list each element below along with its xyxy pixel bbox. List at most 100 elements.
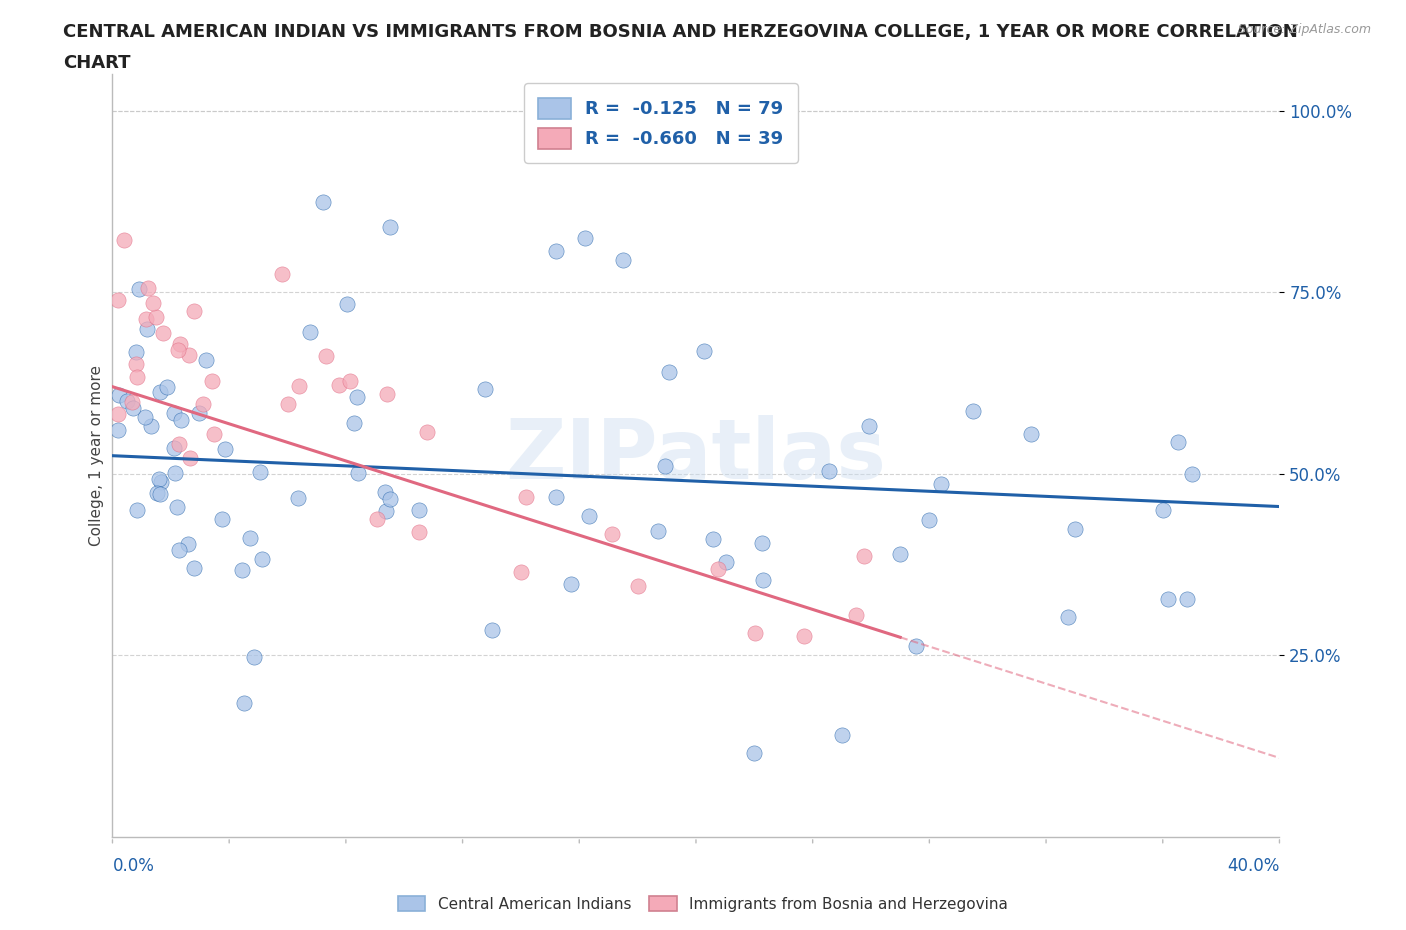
Point	[183, 304, 205, 319]
Point	[135, 311, 157, 325]
Point	[574, 231, 596, 246]
Point	[239, 531, 262, 546]
Point	[1167, 435, 1189, 450]
Point	[1181, 467, 1204, 482]
Point	[167, 437, 190, 452]
Point	[1021, 427, 1043, 442]
Point	[375, 387, 398, 402]
Point	[149, 487, 172, 502]
Point	[831, 728, 853, 743]
Point	[1157, 591, 1180, 606]
Point	[139, 419, 162, 434]
Point	[560, 577, 582, 591]
Point	[347, 466, 370, 481]
Point	[339, 374, 361, 389]
Point	[145, 310, 167, 325]
Point	[702, 532, 724, 547]
Point	[515, 490, 537, 505]
Point	[277, 397, 299, 412]
Text: CHART: CHART	[63, 54, 131, 72]
Point	[165, 466, 187, 481]
Point	[706, 561, 728, 576]
Point	[751, 535, 773, 550]
Point	[889, 546, 911, 561]
Point	[142, 296, 165, 311]
Point	[474, 382, 496, 397]
Point	[311, 194, 333, 209]
Point	[107, 407, 129, 422]
Point	[125, 356, 148, 371]
Point	[647, 524, 669, 538]
Point	[858, 419, 880, 434]
Point	[298, 326, 321, 340]
Point	[578, 509, 600, 524]
Point	[121, 400, 143, 415]
Point	[544, 489, 567, 504]
Point	[125, 503, 148, 518]
Point	[195, 352, 218, 367]
Point	[693, 344, 716, 359]
Point	[336, 296, 359, 311]
Point	[250, 551, 273, 566]
Point	[742, 746, 765, 761]
Point	[1152, 503, 1174, 518]
Point	[179, 450, 201, 465]
Point	[793, 629, 815, 644]
Point	[752, 573, 775, 588]
Point	[193, 396, 215, 411]
Point	[202, 427, 225, 442]
Point	[904, 639, 927, 654]
Point	[125, 345, 148, 360]
Point	[214, 442, 236, 457]
Point	[211, 512, 233, 526]
Point	[627, 578, 650, 593]
Point	[328, 378, 350, 392]
Point	[163, 441, 186, 456]
Point	[167, 342, 190, 357]
Point	[166, 499, 188, 514]
Point	[127, 370, 149, 385]
Point	[177, 348, 200, 363]
Point	[378, 219, 401, 234]
Text: Source: ZipAtlas.com: Source: ZipAtlas.com	[1237, 23, 1371, 36]
Point	[270, 267, 292, 282]
Point	[374, 485, 396, 499]
Point	[408, 503, 430, 518]
Point	[408, 525, 430, 539]
Point	[378, 492, 401, 507]
Point	[231, 563, 253, 578]
Point	[1177, 591, 1199, 606]
Point	[201, 374, 224, 389]
Point	[107, 293, 129, 308]
Text: ZIPatlas: ZIPatlas	[506, 415, 886, 497]
Point	[112, 232, 135, 247]
Text: 40.0%: 40.0%	[1227, 857, 1279, 875]
Point	[600, 526, 623, 541]
Point	[134, 410, 156, 425]
Point	[654, 458, 676, 473]
Point	[544, 243, 567, 258]
Point	[188, 405, 211, 420]
Point	[108, 387, 131, 402]
Point	[917, 513, 939, 528]
Point	[374, 504, 396, 519]
Point	[287, 491, 309, 506]
Point	[931, 476, 953, 491]
Point	[243, 649, 266, 664]
Point	[744, 626, 766, 641]
Point	[170, 413, 193, 428]
Point	[845, 608, 868, 623]
Point	[249, 464, 271, 479]
Point	[177, 537, 200, 551]
Point	[128, 281, 150, 296]
Point	[346, 390, 368, 405]
Point	[121, 395, 143, 410]
Point	[136, 281, 159, 296]
Point	[1064, 522, 1087, 537]
Point	[818, 464, 841, 479]
Point	[612, 252, 634, 267]
Point	[150, 474, 173, 489]
Point	[658, 365, 681, 379]
Point	[1057, 609, 1080, 624]
Point	[415, 425, 437, 440]
